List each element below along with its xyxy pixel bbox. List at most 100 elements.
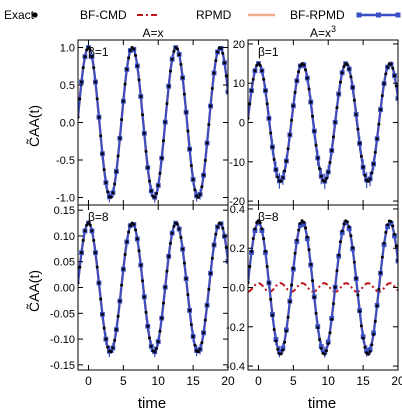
exact-point: [393, 74, 397, 78]
bf-rpmd-point: [256, 220, 261, 226]
exact-point: [382, 241, 386, 245]
exact-point: [88, 48, 92, 52]
y-tick-label: 0: [239, 118, 245, 130]
exact-point: [290, 118, 294, 122]
beta-annotation: β=8: [88, 210, 109, 224]
bf-rpmd-point: [322, 349, 328, 355]
legend-swatch: [32, 12, 38, 18]
exact-point: [207, 287, 211, 291]
exact-point: [307, 87, 311, 91]
exact-point: [106, 345, 110, 349]
exact-point: [154, 192, 158, 196]
exact-point: [284, 329, 288, 333]
exact-point: [202, 173, 206, 177]
plot-area: [78, 220, 228, 358]
legend-marker: [395, 12, 401, 18]
exact-point: [316, 326, 320, 330]
exact-point: [265, 102, 269, 106]
exact-point: [128, 48, 132, 52]
exact-point: [274, 339, 278, 343]
exact-point: [366, 352, 370, 356]
y-tick-label: 0.10: [54, 231, 75, 243]
exact-point: [279, 179, 283, 183]
exact-point: [203, 318, 207, 322]
exact-point: [134, 54, 138, 58]
exact-point: [314, 143, 318, 147]
exact-point: [298, 64, 302, 68]
exact-point: [251, 237, 255, 241]
exact-point: [309, 100, 313, 104]
x-tick-label: 15: [356, 374, 370, 388]
exact-point: [149, 344, 153, 348]
exact-point: [224, 245, 228, 249]
exact-point: [153, 350, 157, 354]
bf-rpmd-point: [273, 337, 279, 342]
exact-point: [156, 183, 160, 187]
exact-point: [200, 185, 204, 189]
y-tick-label: 20: [233, 39, 245, 51]
exact-point: [295, 79, 299, 83]
exact-point: [123, 252, 127, 256]
exact-point: [375, 137, 379, 141]
exact-point: [386, 223, 390, 227]
beta-annotation: β=1: [258, 45, 279, 59]
exact-point: [340, 229, 344, 233]
exact-point: [189, 164, 193, 168]
exact-point: [324, 176, 328, 180]
exact-point: [262, 237, 266, 241]
legend-label: Exact: [4, 8, 35, 22]
exact-point: [373, 319, 377, 323]
exact-point: [284, 159, 288, 163]
legend-label: RPMD: [196, 8, 232, 22]
exact-point: [177, 227, 181, 231]
exact-point: [144, 310, 148, 314]
bf-rpmd-point: [343, 220, 349, 226]
legend-entry-bf-cmd: BF-CMD: [80, 8, 157, 22]
exact-point: [295, 238, 299, 242]
y-tick-label: 0.2: [230, 243, 245, 255]
bf-rpmd-point: [325, 339, 331, 345]
exact-point: [109, 195, 113, 199]
exact-point: [139, 263, 143, 267]
exact-point: [209, 271, 213, 275]
exact-point: [144, 149, 148, 153]
exact-point: [363, 345, 367, 349]
exact-point: [163, 120, 167, 124]
exact-point: [276, 175, 280, 179]
exact-point: [352, 260, 356, 264]
exact-point: [78, 97, 82, 101]
y-tick-label: 0.00: [54, 283, 75, 295]
exact-point: [263, 89, 267, 93]
exact-point: [354, 276, 358, 280]
exact-point: [191, 177, 195, 181]
exact-point: [380, 255, 384, 259]
y-tick-label: -0.2: [226, 322, 245, 334]
legend: Exact BF-CMD RPMD BF-RPMD: [4, 8, 401, 22]
exact-point: [342, 222, 346, 226]
exact-point: [288, 300, 292, 304]
y-tick-label: -1.0: [56, 193, 75, 205]
exact-point: [311, 279, 315, 283]
exact-point: [210, 256, 214, 260]
exact-point: [90, 229, 94, 233]
exact-point: [148, 336, 152, 340]
exact-point: [149, 189, 153, 193]
exact-point: [335, 106, 339, 110]
bf-rpmd-point: [276, 349, 282, 355]
x-tick-label: 0: [255, 374, 262, 388]
exact-point: [114, 170, 118, 174]
exact-point: [305, 235, 309, 239]
x-tick-label: 10: [322, 374, 336, 388]
exact-point: [363, 173, 367, 177]
exact-point: [123, 82, 127, 86]
exact-point: [154, 347, 158, 351]
exact-point: [88, 223, 92, 227]
exact-point: [370, 343, 374, 347]
exact-point: [198, 347, 202, 351]
exact-point: [391, 66, 395, 70]
exact-point: [116, 314, 120, 318]
exact-point: [214, 232, 218, 236]
exact-point: [248, 264, 252, 268]
bf-rpmd-point: [392, 233, 397, 239]
exact-point: [134, 228, 138, 232]
